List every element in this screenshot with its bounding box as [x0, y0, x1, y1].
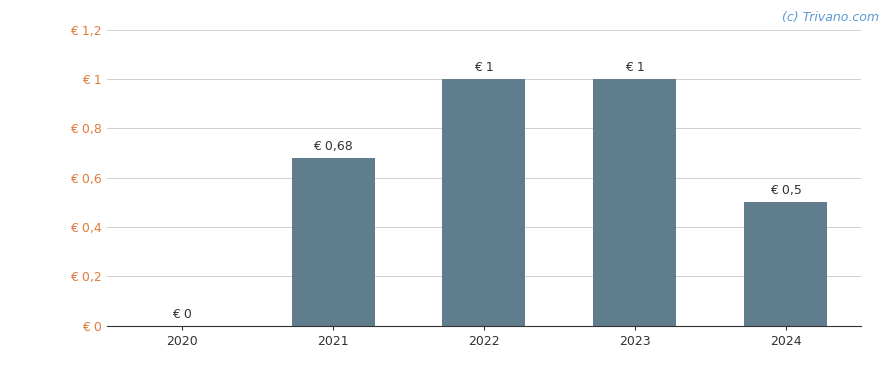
Text: € 0,5: € 0,5 — [770, 184, 802, 197]
Text: € 1: € 1 — [625, 61, 645, 74]
Text: € 0,68: € 0,68 — [313, 140, 353, 153]
Text: € 0: € 0 — [172, 308, 193, 321]
Text: € 1: € 1 — [474, 61, 494, 74]
Bar — [593, 79, 677, 326]
Text: (c) Trivano.com: (c) Trivano.com — [782, 11, 879, 24]
Bar — [442, 79, 526, 326]
Bar — [744, 202, 827, 326]
Bar — [291, 158, 375, 326]
